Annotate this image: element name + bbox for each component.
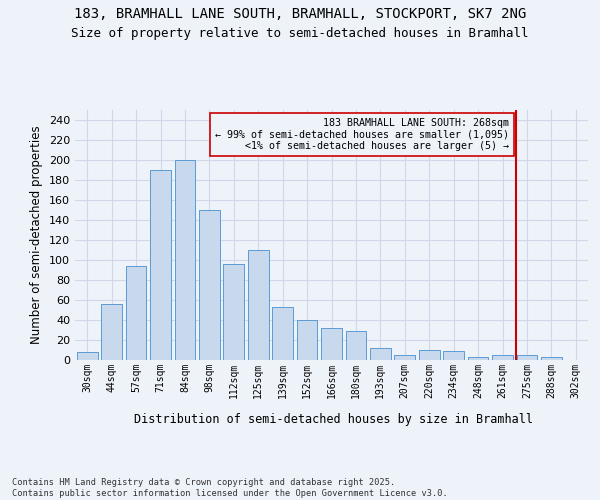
Text: Contains HM Land Registry data © Crown copyright and database right 2025.
Contai: Contains HM Land Registry data © Crown c… [12, 478, 448, 498]
Bar [370, 348, 391, 360]
Bar [394, 355, 415, 360]
Bar [248, 250, 269, 360]
Bar [223, 264, 244, 360]
Bar [321, 328, 342, 360]
Bar [346, 331, 367, 360]
Bar [296, 320, 317, 360]
Text: Distribution of semi-detached houses by size in Bramhall: Distribution of semi-detached houses by … [134, 412, 533, 426]
Text: Size of property relative to semi-detached houses in Bramhall: Size of property relative to semi-detach… [71, 28, 529, 40]
Text: 183, BRAMHALL LANE SOUTH, BRAMHALL, STOCKPORT, SK7 2NG: 183, BRAMHALL LANE SOUTH, BRAMHALL, STOC… [74, 8, 526, 22]
Y-axis label: Number of semi-detached properties: Number of semi-detached properties [31, 126, 43, 344]
Text: 183 BRAMHALL LANE SOUTH: 268sqm
← 99% of semi-detached houses are smaller (1,095: 183 BRAMHALL LANE SOUTH: 268sqm ← 99% of… [215, 118, 509, 151]
Bar [175, 160, 196, 360]
Bar [272, 307, 293, 360]
Bar [541, 357, 562, 360]
Bar [467, 357, 488, 360]
Bar [101, 304, 122, 360]
Bar [150, 170, 171, 360]
Bar [125, 266, 146, 360]
Bar [443, 351, 464, 360]
Bar [77, 352, 98, 360]
Bar [517, 355, 538, 360]
Bar [419, 350, 440, 360]
Bar [199, 210, 220, 360]
Bar [492, 355, 513, 360]
